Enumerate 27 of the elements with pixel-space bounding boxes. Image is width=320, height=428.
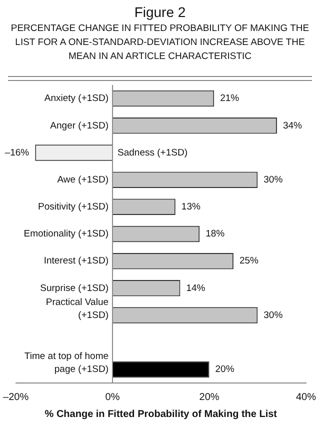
y-tick-label: Surprise (+1SD) xyxy=(40,282,109,294)
chart-title: Figure 2 xyxy=(133,4,187,20)
x-tick-label: 20% xyxy=(199,392,220,403)
y-tick-label: Awe (+1SD) xyxy=(57,174,109,186)
x-tick-label: 40% xyxy=(296,392,316,403)
y-tick-label: Sadness (+1SD) xyxy=(118,147,188,158)
data-label: 25% xyxy=(239,256,260,267)
x-axis-title: % Change in Fitted Probability of Making the List xyxy=(44,408,278,420)
x-tick-label: –20% xyxy=(3,392,29,403)
y-tick-label: Anger (+1SD) xyxy=(50,120,109,132)
data-label: 30% xyxy=(264,174,284,186)
data-label: 13% xyxy=(181,202,201,213)
y-tick-label: Time at top of home page (+1SD) xyxy=(24,351,109,376)
y-tick-label: Anxiety (+1SD) xyxy=(44,93,109,104)
data-label: 18% xyxy=(206,228,226,240)
data-label: 20% xyxy=(215,364,235,376)
data-label: –16% xyxy=(4,147,30,158)
data-label: 30% xyxy=(264,310,284,321)
y-tick-label: Interest (+1SD) xyxy=(44,256,109,267)
data-label: 34% xyxy=(282,120,303,132)
data-label: 21% xyxy=(220,93,240,104)
x-tick-label: 0% xyxy=(105,392,120,403)
chart-subtitle: PERCENTAGE CHANGE IN FITTED PROBABILITY OF MAKING THE LIST FOR A ONE-STANDARD-DEVIATION INCREASE ABOVE THE MEAN IN AN ARTICLE CHARACTERISTIC xyxy=(10,22,310,64)
data-label: 14% xyxy=(186,282,206,294)
y-tick-label: Emotionality (+1SD) xyxy=(24,228,109,240)
y-tick-label: Positivity (+1SD) xyxy=(38,202,109,213)
y-tick-label: Practical Value (+1SD) xyxy=(46,296,109,321)
